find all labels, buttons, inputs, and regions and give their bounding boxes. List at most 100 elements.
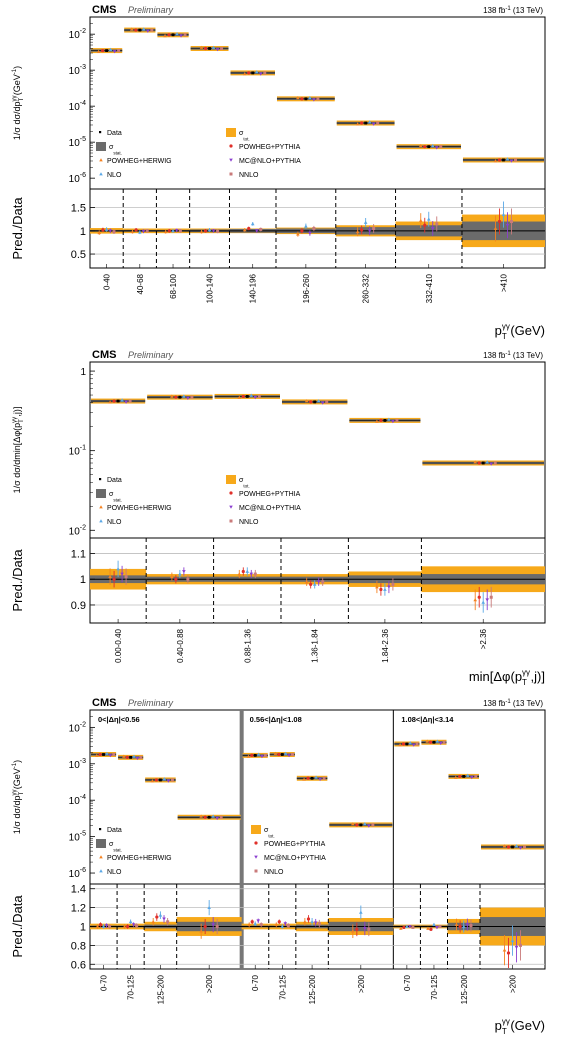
legend-data-label: Data xyxy=(107,477,122,484)
ratio-pred-point xyxy=(104,924,109,928)
legend-powheg-herwig-marker xyxy=(99,158,103,162)
main-mcatnlo-point xyxy=(179,34,183,38)
main-powheg-herwig-point xyxy=(355,122,360,126)
legend-nnlo-marker xyxy=(254,869,258,873)
legend-mcatnlo-label: MC@NLO+PYTHIA xyxy=(239,158,301,165)
main-data-point xyxy=(207,815,211,819)
ratio-pred-point xyxy=(306,917,311,921)
legend-nnlo-marker xyxy=(229,519,233,523)
main-nlo-point xyxy=(316,399,321,403)
ratio-pred-point xyxy=(418,218,423,222)
main-powheg-herwig-point xyxy=(375,419,379,423)
legend-tot-label: σtot. xyxy=(239,130,250,141)
legend-nlo-marker xyxy=(99,172,103,176)
ratio-pred-point xyxy=(250,222,255,226)
ratio-pred-point xyxy=(458,924,462,929)
main-powheg-pythia-point xyxy=(309,400,313,404)
main-data-point xyxy=(116,399,120,403)
main-nnlo-point xyxy=(150,28,154,32)
legend-mcatnlo-label: MC@NLO+PYTHIA xyxy=(264,855,326,862)
legend-data-marker xyxy=(99,131,102,134)
main-powheg-herwig-point xyxy=(473,460,478,464)
main-nlo-point xyxy=(308,96,312,100)
main-nnlo-point xyxy=(219,815,223,819)
ratio-pred-point xyxy=(124,575,128,579)
ratio-pred-point xyxy=(367,229,372,233)
main-nnlo-point xyxy=(493,461,497,465)
ratio-pred-point xyxy=(300,229,304,233)
main-powheg-herwig-point xyxy=(351,822,355,826)
main-nlo-point xyxy=(465,773,470,777)
main-mcatnlo-point xyxy=(112,50,117,54)
main-powheg-pythia-point xyxy=(241,394,245,399)
ratio-pred-point xyxy=(104,227,109,231)
ratio-pred-point xyxy=(502,948,507,952)
ratio-pred-point xyxy=(242,228,247,232)
ratio-pred-point xyxy=(438,925,442,928)
main-mcatnlo-point xyxy=(469,776,474,780)
main-nnlo-point xyxy=(316,97,320,101)
ratio-pred-point xyxy=(506,951,511,955)
main-powheg-herwig-point xyxy=(199,814,203,818)
region-label: 1.08<|Δη|<3.14 xyxy=(401,715,454,724)
main-nnlo-point xyxy=(183,33,187,37)
main-powheg-pythia-point xyxy=(98,752,102,757)
ratio-pred-point xyxy=(162,917,166,921)
ratio-pred-point xyxy=(316,580,321,584)
main-y-tick-label: 10-6 xyxy=(69,867,86,880)
ratio-pred-point xyxy=(97,230,102,235)
x-tick-label: >200 xyxy=(205,974,214,993)
ratio-pred-point xyxy=(253,572,257,576)
main-powheg-pythia-point xyxy=(300,97,304,101)
x-axis-label: pγγ T (GeV) xyxy=(495,322,545,341)
main-powheg-pythia-point xyxy=(203,815,207,819)
ratio-pred-point xyxy=(101,924,106,928)
ratio-pred-point xyxy=(199,929,203,933)
x-tick-label: >200 xyxy=(509,974,518,993)
ratio-pred-point xyxy=(245,569,250,573)
ratio-pred-point xyxy=(426,926,430,930)
ratio-pred-point xyxy=(215,925,219,928)
main-nlo-point xyxy=(142,27,146,31)
ratio-pred-point xyxy=(510,938,515,943)
ratio-pred-point xyxy=(435,222,439,226)
x-tick-label: 70-125 xyxy=(127,974,136,999)
legend-mcatnlo-marker xyxy=(229,505,233,509)
main-nlo-point xyxy=(314,775,318,779)
legend-nnlo-label: NNLO xyxy=(239,172,259,179)
legend-stat-swatch xyxy=(96,839,106,848)
ratio-pred-point xyxy=(256,919,261,923)
main-powheg-herwig-point xyxy=(418,143,423,148)
ratio-pred-point xyxy=(151,919,155,924)
legend-tot-swatch xyxy=(226,128,236,137)
main-mcatnlo-point xyxy=(367,824,371,828)
x-axis-label: pγγ T (GeV) xyxy=(495,1017,545,1036)
ratio-pred-point xyxy=(237,572,242,576)
main-mcatnlo-point xyxy=(146,29,150,33)
main-nlo-point xyxy=(105,751,109,755)
legend-mcatnlo-marker xyxy=(254,855,258,859)
chart-panel-1: CMS Preliminary 138 fb-1 (13 TeV) 10-2 10-3 1… xyxy=(10,4,546,341)
ratio-y-tick-label: 1.4 xyxy=(71,884,86,896)
main-data-point xyxy=(280,753,284,756)
main-mcatnlo-point xyxy=(108,754,113,758)
ratio-pred-point xyxy=(135,924,139,928)
main-y-tick-label: 10-5 xyxy=(69,136,86,149)
legend-tot-label: σtot. xyxy=(264,827,275,838)
ratio-pred-point xyxy=(317,922,321,926)
legend-nnlo-marker xyxy=(229,172,233,176)
main-nnlo-point xyxy=(415,742,419,746)
ratio-y-tick-label: 0.6 xyxy=(71,959,86,971)
main-nnlo-point xyxy=(376,121,380,125)
legend-powheg-herwig-label: POWHEG+HERWIG xyxy=(107,855,172,862)
legend-stat-swatch xyxy=(96,142,106,151)
main-mcatnlo-point xyxy=(438,741,443,746)
ratio-pred-point xyxy=(387,585,391,589)
main-powheg-herwig-point xyxy=(502,844,507,848)
main-powheg-pythia-point xyxy=(379,418,383,423)
main-mcatnlo-point xyxy=(186,396,190,400)
ratio-pred-point xyxy=(430,227,435,231)
main-nlo-point xyxy=(514,844,519,848)
main-nlo-point xyxy=(162,777,167,781)
main-powheg-pythia-point xyxy=(134,28,138,32)
